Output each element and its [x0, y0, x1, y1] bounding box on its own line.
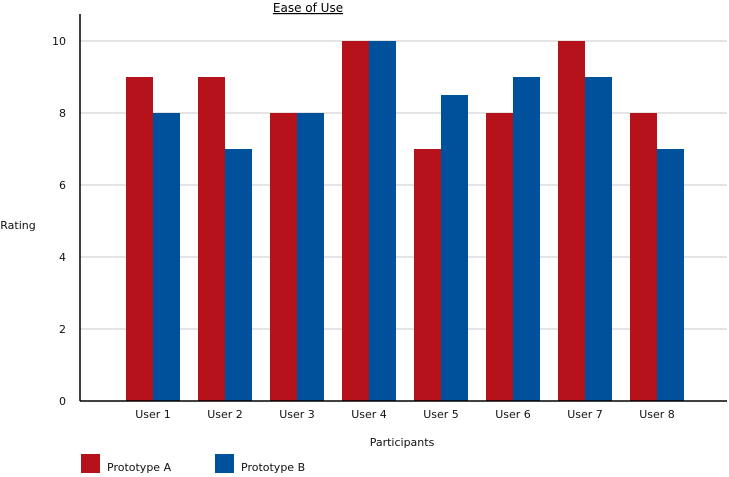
bar-prototype-b	[297, 113, 324, 401]
x-tick-label: User 1	[135, 408, 171, 421]
bar-prototype-b	[369, 41, 396, 401]
bar-prototype-a	[126, 77, 153, 401]
bar-prototype-a	[198, 77, 225, 401]
y-tick-label: 8	[59, 107, 66, 120]
bars	[126, 41, 684, 401]
chart-title: Ease of Use	[273, 1, 343, 15]
y-tick-labels: 0 2 4 6 8 10	[52, 35, 66, 408]
x-tick-label: User 6	[495, 408, 531, 421]
gridlines	[80, 40, 727, 330]
legend-label: Prototype A	[107, 461, 172, 474]
bar-prototype-a	[486, 113, 513, 401]
legend-swatch	[215, 454, 234, 473]
x-tick-labels: User 1 User 2 User 3 User 4 User 5 User 6 User…	[135, 408, 675, 421]
x-tick-label: User 5	[423, 408, 459, 421]
x-tick-label: User 3	[279, 408, 315, 421]
x-tick-label: User 8	[639, 408, 675, 421]
bar-prototype-a	[342, 41, 369, 401]
legend-label: Prototype B	[241, 461, 305, 474]
bar-prototype-b	[585, 77, 612, 401]
legend: Prototype A Prototype B	[81, 454, 305, 474]
x-tick-label: User 2	[207, 408, 243, 421]
x-tick-label: User 4	[351, 408, 387, 421]
y-axis-label: Rating	[0, 219, 35, 232]
bar-prototype-a	[630, 113, 657, 401]
bar-prototype-a	[558, 41, 585, 401]
bar-prototype-b	[513, 77, 540, 401]
y-tick-label: 10	[52, 35, 66, 48]
legend-swatch	[81, 454, 100, 473]
bar-prototype-b	[153, 113, 180, 401]
x-axis-label: Participants	[370, 436, 435, 449]
bar-prototype-b	[657, 149, 684, 401]
bar-prototype-a	[270, 113, 297, 401]
bar-prototype-b	[441, 95, 468, 401]
y-tick-label: 2	[59, 323, 66, 336]
y-tick-label: 0	[59, 395, 66, 408]
bar-prototype-a	[414, 149, 441, 401]
x-tick-label: User 7	[567, 408, 603, 421]
y-tick-label: 6	[59, 179, 66, 192]
y-tick-label: 4	[59, 251, 66, 264]
bar-prototype-b	[225, 149, 252, 401]
